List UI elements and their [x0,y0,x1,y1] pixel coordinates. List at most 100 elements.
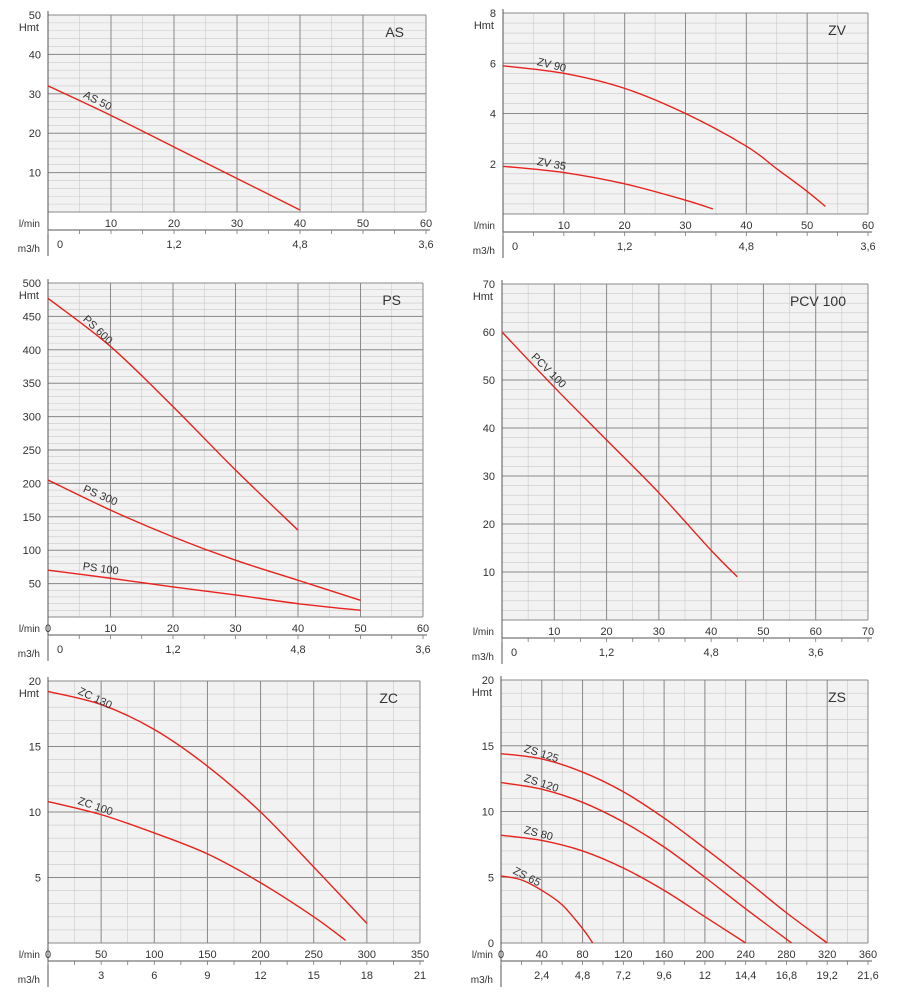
y-tick-label: 70 [483,279,495,291]
x-tick-label: 40 [740,220,752,232]
chart-title: ZC [379,690,398,706]
x2-axis-label: m3/h [18,244,40,255]
y-tick-label: 20 [483,519,495,531]
x-tick-label: 250 [305,949,323,961]
x-tick-label: 60 [417,623,429,635]
x-tick-label: 300 [358,949,376,961]
x-tick-label: 40 [536,949,548,961]
series-line [502,165,714,210]
y-tick-label: 20 [482,675,494,687]
x2-tick-label: 1,2 [599,647,614,659]
x2-tick-label: 3,6 [860,241,875,253]
x2-axis-label: m3/h [471,975,493,986]
y-tick-label: 20 [29,128,41,140]
x-tick-label: 20 [167,623,179,635]
x-tick-label: 60 [420,218,432,230]
x-axis-label: l/min [473,627,494,638]
y-tick-label: 500 [23,278,41,290]
y-tick-label: 30 [29,89,41,101]
x-axis-label: l/min [19,219,40,230]
x2-tick-label: 1,2 [165,644,180,656]
x-tick-label: 10 [558,220,570,232]
x2-tick-label: 19,2 [817,970,838,982]
y-tick-label: 450 [23,311,41,323]
y-axis-label: Hmt [473,291,493,303]
x2-axis-label: m3/h [473,246,495,257]
y-tick-label: 250 [23,445,41,457]
x2-tick-label: 21,6 [857,970,878,982]
x-tick-label: 30 [679,220,691,232]
y-axis-label: Hmt [472,687,492,699]
y-tick-label: 10 [482,807,494,819]
x2-tick-label: 6 [151,970,157,982]
x-tick-label: 40 [705,626,717,638]
x-tick-label: 40 [294,218,306,230]
x2-tick-label: 1,2 [617,241,632,253]
y-axis-label: Hmt [19,688,39,700]
x2-tick-label: 3 [98,970,104,982]
y-tick-label: 10 [29,807,41,819]
y-tick-label: 20 [29,676,41,688]
x2-tick-label: 0 [512,241,518,253]
x2-tick-label: 18 [361,970,373,982]
x2-tick-label: 12 [254,970,266,982]
x2-tick-label: 21 [414,970,426,982]
series-line [47,569,361,612]
y-tick-label: 10 [483,567,495,579]
x-tick-label: 50 [357,218,369,230]
series-line [500,834,747,944]
x2-axis-label: m3/h [472,652,494,663]
x-axis-label: l/min [19,624,40,635]
x2-tick-label: 0 [57,239,63,251]
x2-tick-label: 14,4 [735,970,756,982]
series-line [500,752,828,944]
chart-title: ZV [828,22,847,38]
x-tick-label: 320 [818,949,836,961]
y-tick-label: 30 [483,471,495,483]
y-tick-label: 5 [35,873,41,885]
x2-tick-label: 4,8 [739,241,754,253]
y-tick-label: 350 [23,378,41,390]
x2-tick-label: 4,8 [703,647,718,659]
chart-title: ZS [828,689,846,705]
x-tick-label: 50 [801,220,813,232]
x-tick-label: 360 [859,949,877,961]
y-tick-label: 40 [483,423,495,435]
series-line [47,85,301,211]
x2-axis-label: m3/h [18,649,40,660]
x-tick-label: 70 [862,626,874,638]
x-tick-label: 50 [95,949,107,961]
y-tick-label: 15 [29,742,41,754]
x-tick-label: 30 [229,623,241,635]
x2-tick-label: 9 [204,970,210,982]
x2-tick-label: 4,8 [292,239,307,251]
x2-tick-label: 0 [57,644,63,656]
x2-tick-label: 12 [699,970,711,982]
y-tick-label: 60 [483,327,495,339]
x2-tick-label: 7,2 [616,970,631,982]
y-tick-label: 400 [23,345,41,357]
series-label: ZV 35 [536,156,567,173]
x2-tick-label: 2,4 [534,970,549,982]
x-tick-label: 200 [251,949,269,961]
series-line [501,331,738,578]
y-tick-label: 8 [490,8,496,20]
x-tick-label: 160 [655,949,673,961]
x-tick-label: 10 [104,623,116,635]
x2-tick-label: 4,8 [290,644,305,656]
y-tick-label: 4 [490,109,496,121]
x2-tick-label: 15 [308,970,320,982]
y-tick-label: 100 [23,545,41,557]
x-axis-label: l/min [472,950,493,961]
y-tick-label: 2 [490,159,496,171]
x-tick-label: 0 [45,623,51,635]
x-tick-label: 50 [354,623,366,635]
x2-tick-label: 9,6 [656,970,671,982]
x-tick-label: 0 [45,949,51,961]
y-tick-label: 300 [23,412,41,424]
y-tick-label: 200 [23,478,41,490]
chart-title: PS [382,292,401,308]
y-tick-label: 50 [483,375,495,387]
